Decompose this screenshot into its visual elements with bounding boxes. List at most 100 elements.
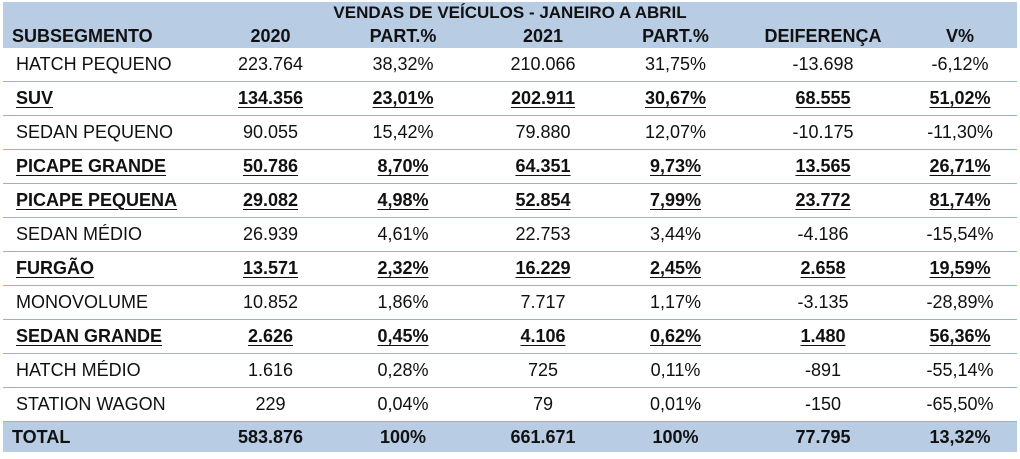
cell-sales-2021: 22.753 (478, 217, 608, 252)
cell-value: 1,17% (649, 292, 702, 312)
cell-sales-2021: 79 (478, 387, 608, 422)
vehicle-sales-table: VENDAS DE VEÍCULOS - JANEIRO A ABRIL SUB… (3, 2, 1018, 452)
cell-value: 134.356 (237, 88, 304, 108)
cell-sales-2020: 134.356 (213, 81, 328, 116)
cell-value: 16.229 (515, 258, 571, 278)
cell-value: 56,36% (929, 326, 991, 346)
cell-value: 19,59% (929, 258, 991, 278)
table-title: VENDAS DE VEÍCULOS - JANEIRO A ABRIL (3, 2, 1018, 24)
cell-value: 223.764 (237, 54, 304, 74)
cell-value: 7,99% (649, 190, 702, 210)
table-row: SEDAN PEQUENO 90.055 15,42% 79.880 12,07% -10… (3, 115, 1018, 150)
cell-sales-2020: 29.082 (213, 183, 328, 218)
cell-value: SUV (16, 88, 54, 108)
cell-value: FURGÃO (16, 258, 94, 278)
cell-value: 15,42% (372, 122, 434, 142)
column-header-difference: DEIFERENÇA (743, 24, 903, 48)
cell-value: PICAPE GRANDE (16, 156, 167, 176)
cell-share-2020: 4,98% (328, 183, 478, 218)
cell-value: 79 (532, 394, 554, 414)
cell-value: 0,45% (377, 326, 429, 346)
cell-value: 2.626 (247, 326, 294, 346)
cell-difference: 1.480 (743, 319, 903, 354)
cell-share-2020: 0,28% (328, 353, 478, 388)
column-header-share-2021: PART.% (608, 24, 743, 48)
cell-share-2021: 31,75% (608, 48, 743, 82)
cell-value: 90.055 (242, 122, 299, 142)
cell-value: 202.911 (510, 88, 576, 108)
cell-share-2021: 0,11% (608, 353, 743, 388)
cell-sales-2020: 223.764 (213, 48, 328, 82)
total-2021: 661.671 (478, 421, 608, 452)
cell-value: 38,32% (372, 54, 434, 74)
cell-value: 68.555 (795, 88, 851, 108)
column-header-variation: V% (903, 24, 1018, 48)
cell-value: STATION WAGON (16, 394, 166, 414)
table-row: PICAPE GRANDE 50.786 8,70% 64.351 9,73% 13.56… (3, 149, 1018, 184)
cell-value: 26.939 (242, 224, 299, 244)
cell-value: -15,54% (926, 224, 994, 244)
cell-value: 22.753 (515, 224, 571, 244)
cell-value: 0,11% (650, 360, 701, 380)
cell-value: 13.571 (242, 258, 299, 278)
column-header-2020: 2020 (213, 24, 328, 48)
total-2020: 583.876 (213, 421, 328, 452)
cell-difference: 13.565 (743, 149, 903, 184)
cell-value: -4.186 (797, 224, 849, 244)
cell-variation: 56,36% (903, 319, 1018, 354)
cell-value: -13.698 (792, 54, 854, 74)
sales-table-container: VENDAS DE VEÍCULOS - JANEIRO A ABRIL SUB… (3, 2, 1018, 452)
cell-variation: 26,71% (903, 149, 1018, 184)
cell-variation: -11,30% (903, 115, 1018, 150)
table-header-row: SUBSEGMENTO 2020 PART.% 2021 PART.% DEIF… (3, 24, 1018, 48)
cell-value: -6,12% (931, 54, 989, 74)
cell-difference: 2.658 (743, 251, 903, 286)
cell-sales-2021: 16.229 (478, 251, 608, 286)
cell-value: 229 (255, 394, 286, 414)
cell-subsegment: PICAPE PEQUENA (3, 183, 213, 218)
cell-value: 2,45% (649, 258, 702, 278)
total-share-2021: 100% (608, 421, 743, 452)
cell-subsegment: SUV (3, 81, 213, 116)
table-row: SEDAN GRANDE 2.626 0,45% 4.106 0,62% 1.480 56,… (3, 319, 1018, 354)
cell-value: 81,74% (929, 190, 991, 210)
cell-subsegment: SEDAN PEQUENO (3, 115, 213, 150)
cell-share-2020: 8,70% (328, 149, 478, 184)
cell-value: 12,07% (644, 122, 707, 142)
cell-variation: -55,14% (903, 353, 1018, 388)
cell-value: -891 (804, 360, 842, 380)
cell-value: 52.854 (515, 190, 571, 210)
cell-variation: 19,59% (903, 251, 1018, 286)
cell-difference: -891 (743, 353, 903, 388)
cell-value: 26,71% (929, 156, 991, 176)
cell-share-2021: 9,73% (608, 149, 743, 184)
table-row: STATION WAGON 229 0,04% 79 0,01% -150 -65,50% (3, 387, 1018, 422)
cell-sales-2021: 7.717 (478, 285, 608, 320)
table-title-row: VENDAS DE VEÍCULOS - JANEIRO A ABRIL (3, 2, 1018, 24)
cell-value: 13.565 (795, 156, 851, 176)
cell-share-2020: 1,86% (328, 285, 478, 320)
table-row: HATCH MÉDIO 1.616 0,28% 725 0,11% -891 -55,14% (3, 353, 1018, 388)
table-row: SUV 134.356 23,01% 202.911 30,67% 68.555 51,02… (3, 81, 1018, 116)
cell-share-2020: 23,01% (328, 81, 478, 116)
cell-share-2020: 4,61% (328, 217, 478, 252)
cell-share-2020: 0,04% (328, 387, 478, 422)
cell-variation: 81,74% (903, 183, 1018, 218)
cell-share-2021: 0,01% (608, 387, 743, 422)
cell-value: 0,04% (377, 394, 429, 414)
cell-subsegment: MONOVOLUME (3, 285, 213, 320)
cell-share-2021: 7,99% (608, 183, 743, 218)
cell-sales-2021: 4.106 (478, 319, 608, 354)
cell-value: 64.351 (515, 156, 571, 176)
cell-value: SEDAN GRANDE (16, 326, 163, 346)
cell-value: 9,73% (649, 156, 702, 176)
cell-value: 79.880 (515, 122, 571, 142)
cell-variation: -15,54% (903, 217, 1018, 252)
cell-value: -28,89% (926, 292, 994, 312)
cell-share-2021: 3,44% (608, 217, 743, 252)
cell-subsegment: FURGÃO (3, 251, 213, 286)
cell-value: 4.106 (520, 326, 566, 346)
cell-value: 1.480 (800, 326, 846, 346)
cell-difference: -13.698 (743, 48, 903, 82)
cell-sales-2020: 90.055 (213, 115, 328, 150)
